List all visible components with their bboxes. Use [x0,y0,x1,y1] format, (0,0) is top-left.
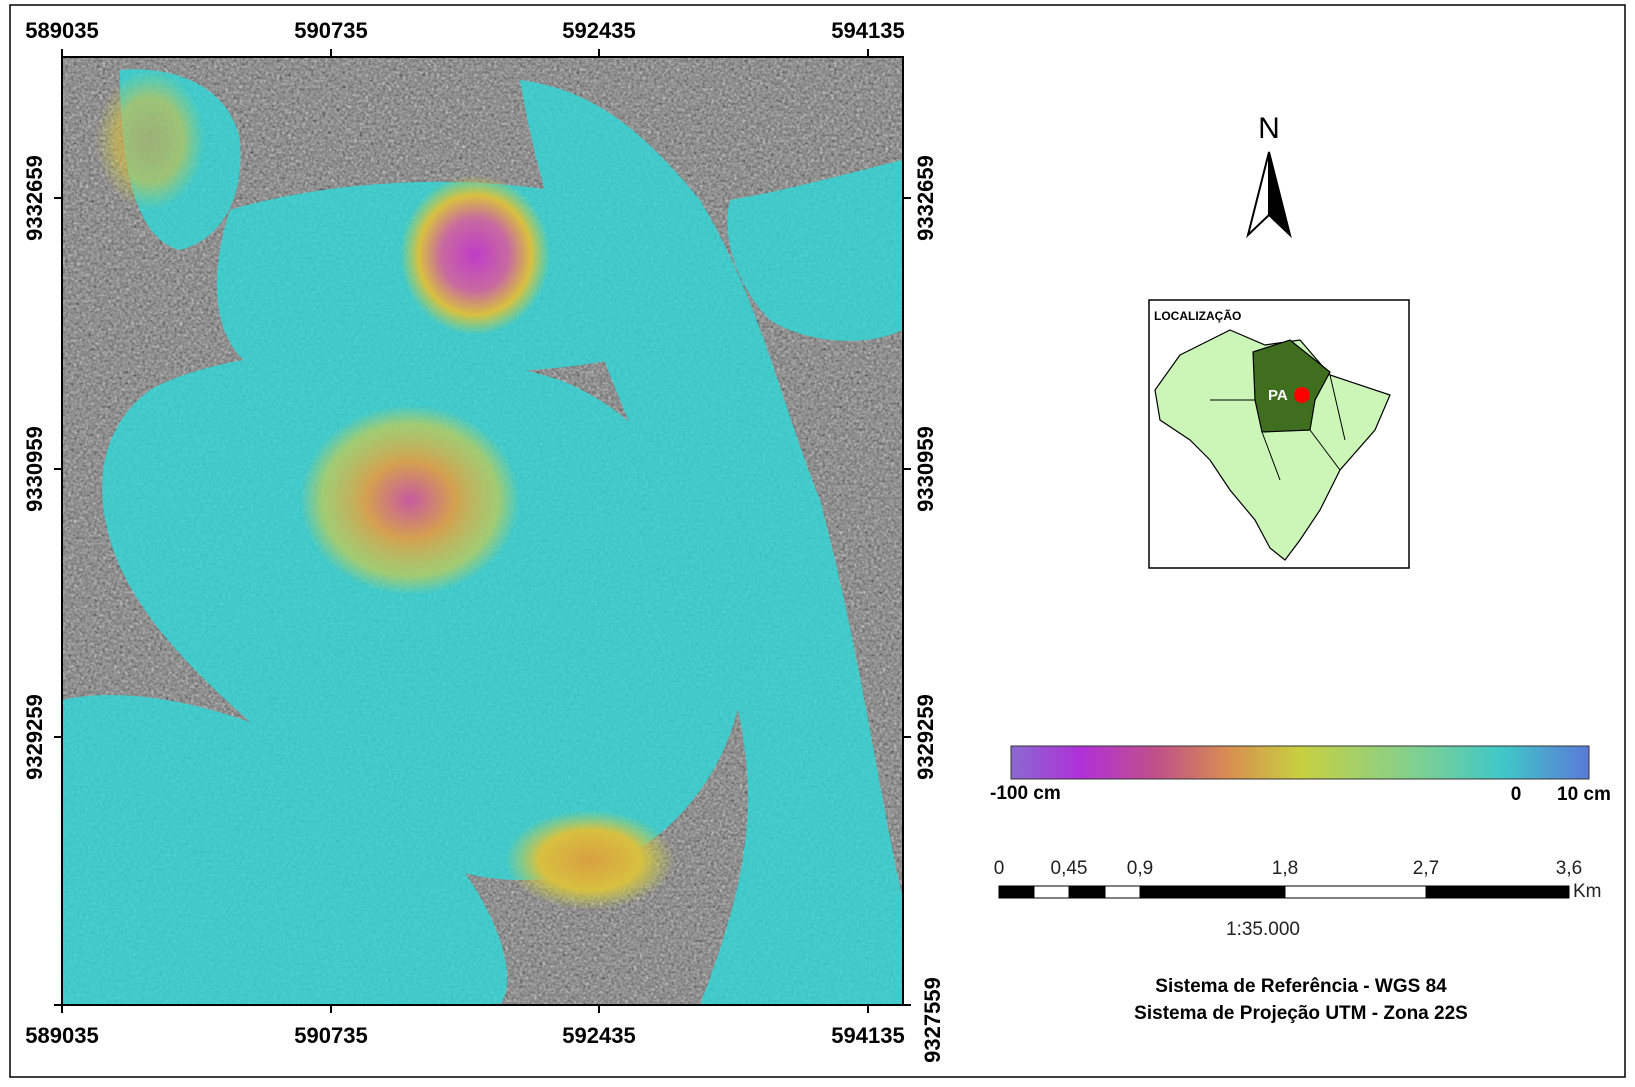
reference-system: Sistema de Referência - WGS 84 [1155,976,1447,997]
scale-segment [1140,886,1285,898]
scale-segment [999,886,1034,898]
x-coord-top: 590735 [294,18,367,43]
y-coord-right: 9330959 [913,426,938,512]
scale-segment [1426,886,1569,898]
x-coord-top: 589035 [25,18,98,43]
legend-zero: 0 [1511,784,1522,805]
scale-label: 0,45 [1051,858,1088,879]
x-coord-bottom: 589035 [25,1023,98,1048]
legend-max: 10 cm [1557,784,1611,805]
scale-ratio: 1:35.000 [1226,919,1300,940]
north-label: N [1258,112,1280,145]
north-arrow: N [1248,112,1290,235]
color-legend: -100 cm 0 10 cm [990,746,1611,805]
inset-map: LOCALIZAÇÃO PA [1149,300,1409,568]
projection-system: Sistema de Projeção UTM - Zona 22S [1134,1003,1468,1024]
scale-bar: 0 0,45 0,9 1,8 2,7 3,6Km 1:35.000 [994,858,1602,940]
y-coord-left: 9329259 [22,694,47,780]
scale-segment [1105,886,1140,898]
scale-label: 3,6 [1556,858,1582,879]
scale-unit: Km [1573,881,1602,902]
scale-label: 1,8 [1272,858,1298,879]
y-coord-right: 9332659 [913,155,938,241]
legend-min: -100 cm [990,783,1061,804]
scale-label: 2,7 [1413,858,1439,879]
x-coord-top: 594135 [831,18,904,43]
scale-segment [1285,886,1426,898]
inset-state: PA [1268,387,1288,404]
scale-segment [1034,886,1069,898]
scale-label: 0 [994,858,1005,879]
x-coord-bottom: 592435 [562,1023,635,1048]
y-coord-left: 9332659 [22,155,47,241]
y-coord-right: 9327559 [920,977,945,1063]
scale-segment [1069,886,1105,898]
y-coord-left: 9330959 [22,426,47,512]
x-coord-bottom: 594135 [831,1023,904,1048]
inset-title: LOCALIZAÇÃO [1154,308,1241,323]
map-image [62,57,903,1005]
x-coord-top: 592435 [562,18,635,43]
x-coord-bottom: 590735 [294,1023,367,1048]
y-coord-right: 9329259 [913,694,938,780]
scale-label: 0,9 [1127,858,1153,879]
map-layout: 589035 589035 590735 590735 592435 592435 5941… [0,0,1635,1082]
